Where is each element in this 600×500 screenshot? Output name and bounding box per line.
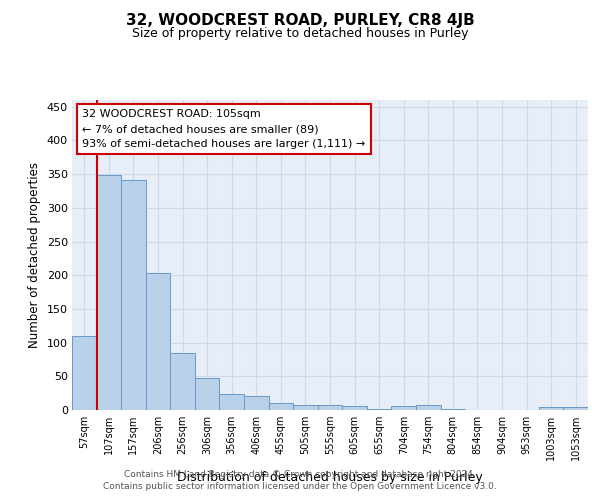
- Bar: [121, 180, 146, 410]
- Bar: [367, 408, 391, 410]
- Text: Contains public sector information licensed under the Open Government Licence v3: Contains public sector information licen…: [103, 482, 497, 491]
- Y-axis label: Number of detached properties: Number of detached properties: [28, 162, 41, 348]
- Text: Size of property relative to detached houses in Purley: Size of property relative to detached ho…: [132, 28, 468, 40]
- Bar: [539, 408, 563, 410]
- Bar: [416, 406, 440, 410]
- Bar: [72, 336, 97, 410]
- Bar: [195, 378, 220, 410]
- Text: 32 WOODCREST ROAD: 105sqm
← 7% of detached houses are smaller (89)
93% of semi-d: 32 WOODCREST ROAD: 105sqm ← 7% of detach…: [82, 110, 365, 149]
- Bar: [146, 272, 170, 410]
- Bar: [269, 404, 293, 410]
- Bar: [563, 408, 588, 410]
- X-axis label: Distribution of detached houses by size in Purley: Distribution of detached houses by size …: [177, 472, 483, 484]
- Bar: [293, 406, 318, 410]
- Bar: [318, 406, 342, 410]
- Bar: [391, 406, 416, 410]
- Bar: [170, 354, 195, 410]
- Bar: [220, 394, 244, 410]
- Text: 32, WOODCREST ROAD, PURLEY, CR8 4JB: 32, WOODCREST ROAD, PURLEY, CR8 4JB: [125, 12, 475, 28]
- Bar: [97, 176, 121, 410]
- Text: Contains HM Land Registry data © Crown copyright and database right 2024.: Contains HM Land Registry data © Crown c…: [124, 470, 476, 479]
- Bar: [342, 406, 367, 410]
- Bar: [244, 396, 269, 410]
